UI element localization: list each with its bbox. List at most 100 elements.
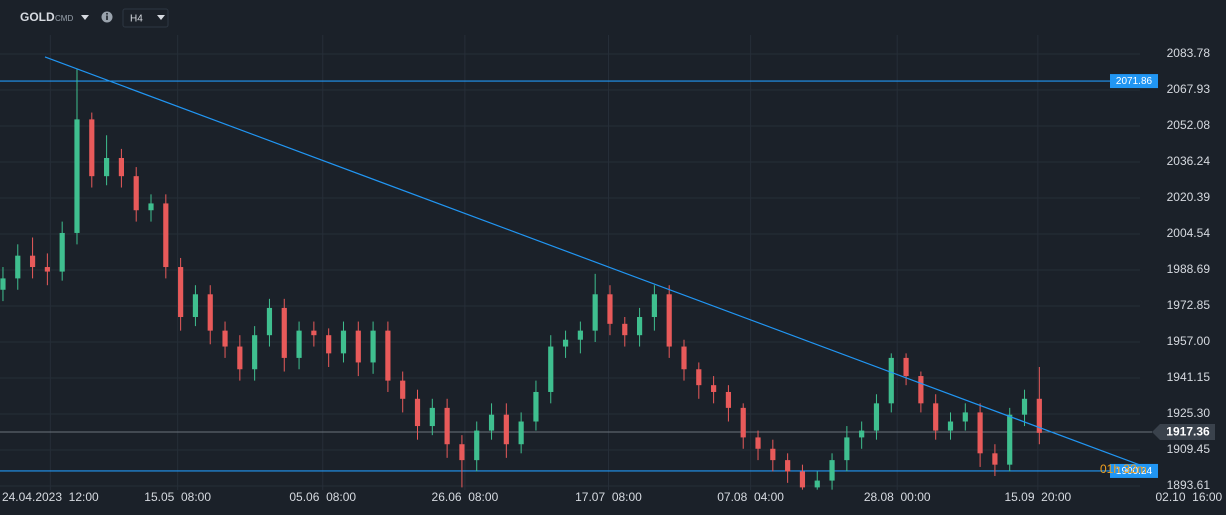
candle-body xyxy=(711,385,717,392)
candle-body xyxy=(562,339,569,347)
y-tick-label: 2083.78 xyxy=(1167,46,1211,60)
candle-body xyxy=(474,430,480,461)
candle-body xyxy=(888,357,894,404)
candle-body xyxy=(207,294,213,331)
candle-body xyxy=(503,414,509,445)
y-tick-label: 1988.69 xyxy=(1167,262,1211,276)
candle-body xyxy=(696,369,702,386)
level-label: 1900.24 xyxy=(1116,466,1153,477)
candle-body xyxy=(459,444,465,461)
candle-body xyxy=(873,403,880,431)
candle-body xyxy=(666,294,672,347)
candle-body xyxy=(133,176,139,211)
candle-body xyxy=(355,330,361,363)
candle-body xyxy=(148,203,154,211)
candle-body xyxy=(1007,414,1013,465)
candle-body xyxy=(0,278,6,290)
y-tick-label: 2036.24 xyxy=(1167,154,1211,168)
candle-body xyxy=(222,330,228,347)
market: CMD xyxy=(55,14,73,23)
candle-body xyxy=(370,330,376,363)
x-tick-label: 15.05 08:00 xyxy=(144,490,211,504)
candle-body xyxy=(829,460,835,481)
candle-body xyxy=(947,421,954,431)
candle-body xyxy=(785,460,791,472)
y-tick-label: 2067.93 xyxy=(1167,82,1211,96)
candle-body xyxy=(252,335,258,370)
x-tick-label: 15.09 20:00 xyxy=(1004,490,1071,504)
current-price-label: 1917.36 xyxy=(1166,425,1210,439)
countdown: 01h 32m xyxy=(1100,462,1147,476)
timeframe: H4 xyxy=(130,14,143,25)
candle-body xyxy=(281,307,287,358)
candle-body xyxy=(755,437,761,449)
y-tick-label: 1925.30 xyxy=(1167,406,1211,420)
symbol-dropdown[interactable] xyxy=(81,15,89,20)
x-tick-label: 28.08 00:00 xyxy=(864,490,931,504)
candle-body xyxy=(340,330,347,354)
level-tag xyxy=(1110,463,1158,478)
candle-body xyxy=(799,471,806,488)
candle-body xyxy=(104,157,110,177)
candle-body xyxy=(681,346,687,370)
y-tick-label: 1941.15 xyxy=(1167,370,1211,384)
candle-body xyxy=(844,437,850,461)
y-tick-label: 1972.85 xyxy=(1167,298,1211,312)
candle-body xyxy=(1021,398,1028,415)
timeframe-select[interactable] xyxy=(122,8,169,28)
current-price-tag xyxy=(1152,424,1215,441)
toolbar: GOLD CMD H4 xyxy=(20,8,169,28)
candle-body xyxy=(118,157,124,177)
candle-body xyxy=(651,294,657,318)
y-tick-label: 1957.00 xyxy=(1167,334,1211,348)
candle-body xyxy=(918,376,924,404)
candle-body xyxy=(814,480,820,488)
level-label: 2071.86 xyxy=(1116,76,1153,87)
candle-body xyxy=(992,453,998,465)
candle-body xyxy=(400,380,406,399)
candle-body xyxy=(977,412,983,454)
candle-body xyxy=(740,407,746,438)
candle-body xyxy=(311,330,317,336)
candle-body xyxy=(577,330,583,340)
candle-body xyxy=(414,398,421,427)
candle-body xyxy=(178,267,184,318)
candle-body xyxy=(266,307,273,336)
candle-body xyxy=(15,255,21,279)
candle-body xyxy=(237,346,243,370)
timeframe-dropdown xyxy=(157,15,165,20)
level-tag xyxy=(1110,74,1158,89)
x-tick-label: 05.06 08:00 xyxy=(289,490,356,504)
candle-body xyxy=(444,407,450,445)
info-glyph xyxy=(106,13,108,15)
y-tick-label: 1909.45 xyxy=(1167,442,1211,456)
plot: 2083.78 2067.93 2052.08 2036.24 2020.39 2004.… xyxy=(0,35,1223,504)
y-tick-label: 1893.61 xyxy=(1167,478,1211,492)
trendline xyxy=(44,56,1146,468)
candle-body xyxy=(622,323,628,336)
x-tick-label: 24.04.2023 12:00 xyxy=(2,490,99,504)
candle-body xyxy=(592,294,598,331)
candle-body xyxy=(44,267,50,272)
candle-body xyxy=(326,335,332,354)
candle-body xyxy=(636,317,643,336)
symbol[interactable]: GOLD xyxy=(20,10,55,24)
candle-body xyxy=(933,403,939,431)
candle-body xyxy=(29,255,36,268)
candle-body xyxy=(962,412,968,422)
candle-body xyxy=(385,330,391,381)
candle-body xyxy=(607,294,613,324)
candle-body xyxy=(1036,398,1042,433)
candle-body xyxy=(192,294,199,318)
candle-body xyxy=(725,391,732,408)
y-tick-label: 2020.39 xyxy=(1167,190,1211,204)
candle-body xyxy=(89,119,95,177)
x-tick-label: 26.06 08:00 xyxy=(432,490,499,504)
candle-body xyxy=(903,357,909,377)
y-tick-label: 2004.54 xyxy=(1167,226,1211,240)
candle-body xyxy=(770,448,776,461)
candle-body xyxy=(163,203,169,268)
candle-body xyxy=(518,421,524,445)
y-tick-label: 2052.08 xyxy=(1167,118,1211,132)
